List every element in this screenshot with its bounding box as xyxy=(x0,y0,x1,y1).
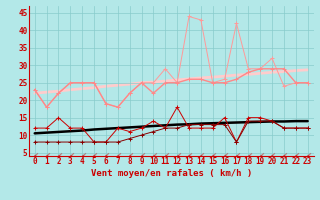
Text: ↓: ↓ xyxy=(197,152,204,159)
Text: ↓: ↓ xyxy=(304,152,311,159)
Text: ↓: ↓ xyxy=(102,152,109,159)
Text: ↓: ↓ xyxy=(126,152,133,159)
Text: ↓: ↓ xyxy=(79,152,86,159)
Text: ↓: ↓ xyxy=(209,152,216,159)
Text: ↓: ↓ xyxy=(55,152,62,159)
Text: ↓: ↓ xyxy=(91,152,98,159)
X-axis label: Vent moyen/en rafales ( km/h ): Vent moyen/en rafales ( km/h ) xyxy=(91,169,252,178)
Text: ↓: ↓ xyxy=(292,152,299,159)
Text: ↓: ↓ xyxy=(221,152,228,159)
Text: ↓: ↓ xyxy=(31,152,38,159)
Text: ↓: ↓ xyxy=(186,152,192,159)
Text: ↓: ↓ xyxy=(281,152,287,159)
Text: ↓: ↓ xyxy=(257,152,264,159)
Text: ↓: ↓ xyxy=(269,152,276,159)
Text: ↓: ↓ xyxy=(43,152,50,159)
Text: ↓: ↓ xyxy=(245,152,252,159)
Text: ↓: ↓ xyxy=(174,152,180,159)
Text: ↓: ↓ xyxy=(114,152,121,159)
Text: ↓: ↓ xyxy=(233,152,240,159)
Text: ↓: ↓ xyxy=(150,152,157,159)
Text: ↓: ↓ xyxy=(138,152,145,159)
Text: ↓: ↓ xyxy=(67,152,74,159)
Text: ↓: ↓ xyxy=(162,152,169,159)
